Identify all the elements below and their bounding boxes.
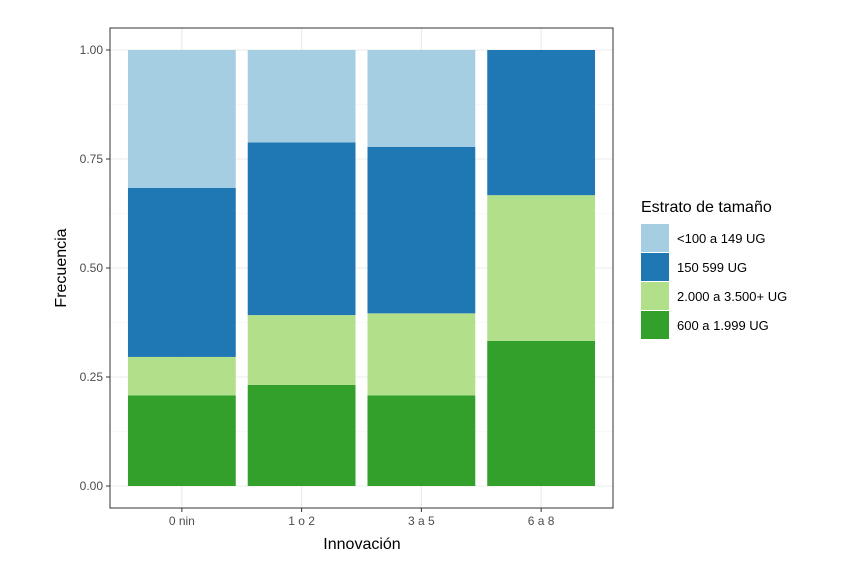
x-axis: 0 nin 1 o 2 3 a 5 6 a 8 [169,508,555,528]
y-axis-title: Frecuencia [53,228,70,307]
legend-label: 600 a 1.999 UG [677,318,769,333]
legend: Estrato de tamaño <100 a 149 UG 150 599 U… [641,199,787,339]
bar-segment [367,395,476,486]
legend-swatch [641,282,669,310]
bar-segment [367,313,476,396]
legend-swatch [641,311,669,339]
y-tick-label: 0.75 [80,152,104,166]
y-tick-label: 1.00 [80,43,104,57]
legend-label: <100 a 149 UG [677,231,766,246]
bar-segment [247,384,356,486]
legend-title: Estrato de tamaño [641,199,772,216]
x-tick-label: 3 a 5 [408,514,435,528]
legend-swatch [641,224,669,252]
bars [127,50,596,486]
bar-segment [247,315,356,385]
bar-segment [487,50,596,196]
bar-segment [127,356,236,396]
y-axis: 0.00 0.25 0.50 0.75 1.00 [80,43,110,493]
bar-segment [487,340,596,486]
bar-segment [367,50,476,147]
y-tick-label: 0.00 [80,479,104,493]
legend-swatch [641,253,669,281]
bar-segment [127,187,236,357]
bar-segment [247,50,356,143]
x-tick-label: 1 o 2 [288,514,315,528]
bar-segment [127,50,236,188]
y-tick-label: 0.50 [80,261,104,275]
bar-segment [127,395,236,486]
y-tick-label: 0.25 [80,370,104,384]
bar-segment [367,146,476,314]
x-axis-title: Innovación [323,536,400,553]
bar-segment [487,195,596,341]
bar-segment [247,142,356,316]
legend-label: 2.000 a 3.500+ UG [677,289,787,304]
legend-label: 150 599 UG [677,260,747,275]
x-tick-label: 6 a 8 [528,514,555,528]
x-tick-label: 0 nin [169,514,195,528]
